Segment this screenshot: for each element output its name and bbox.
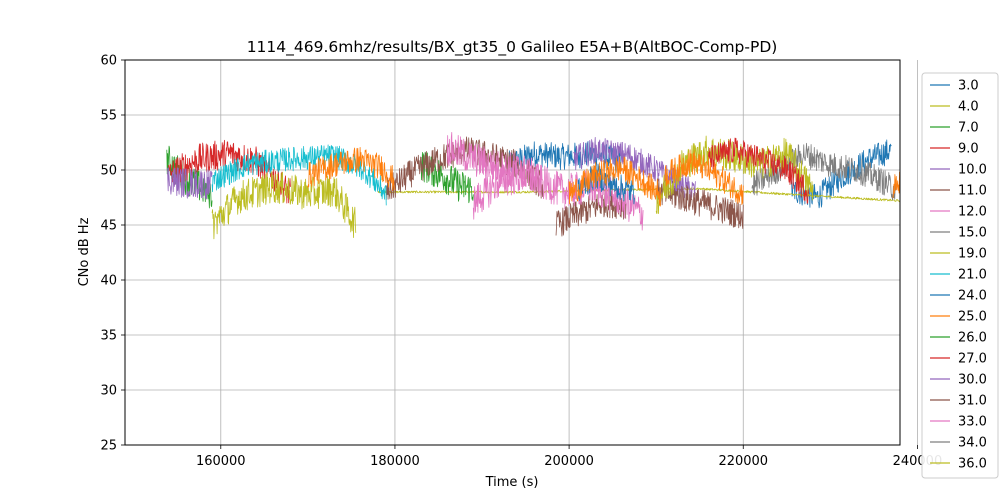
legend-label: 26.0 xyxy=(958,331,987,346)
legend-label: 27.0 xyxy=(958,352,987,367)
legend-label: 3.0 xyxy=(958,79,979,94)
y-tick-label: 30 xyxy=(100,384,117,399)
legend-label: 4.0 xyxy=(958,100,979,115)
y-tick-label: 60 xyxy=(100,54,117,69)
series-line-25-0 xyxy=(892,171,901,199)
legend-label: 10.0 xyxy=(958,163,987,178)
series-line-25-0 xyxy=(307,147,396,192)
legend: 3.0 4.0 7.0 9.0 10.0 11.0 12.0 15.0 19.0 21.0 24.0… xyxy=(921,72,999,479)
y-tick-label: 40 xyxy=(100,274,117,289)
legend-label: 21.0 xyxy=(958,268,987,283)
series-line-30-0 xyxy=(166,167,213,200)
legend-label: 9.0 xyxy=(958,142,979,157)
x-tick-label: 200000 xyxy=(544,454,594,469)
legend-label: 12.0 xyxy=(958,205,987,220)
legend-label: 30.0 xyxy=(958,373,987,388)
y-tick-label: 55 xyxy=(100,109,117,124)
series-line-12-0 xyxy=(472,159,566,220)
series-line-12-0 xyxy=(446,132,540,194)
series-line-19-0 xyxy=(211,171,357,240)
series-line-25-0 xyxy=(664,149,744,206)
series-line-10-0 xyxy=(573,137,696,202)
x-axis-label: Time (s) xyxy=(485,475,539,490)
x-axis-ticks: 160000 180000 200000 220000 240000 xyxy=(196,445,942,469)
series-line-27-0 xyxy=(708,137,809,204)
legend-label: 7.0 xyxy=(958,121,979,136)
series-line-25-0 xyxy=(568,156,661,207)
legend-label: 31.0 xyxy=(958,394,987,409)
legend-label: 11.0 xyxy=(958,184,987,199)
plot-area-frame xyxy=(124,59,901,446)
legend-label: 25.0 xyxy=(958,310,987,325)
legend-box xyxy=(921,72,999,479)
y-tick-label: 45 xyxy=(100,219,117,234)
x-tick-label: 160000 xyxy=(196,454,246,469)
series-line-15-0 xyxy=(751,142,897,201)
legend-label: 15.0 xyxy=(958,226,987,241)
y-axis-ticks: 25 30 35 40 45 50 55 60 xyxy=(100,54,125,454)
x-tick-label: 220000 xyxy=(718,454,768,469)
series-layer xyxy=(166,132,901,240)
legend-label: 33.0 xyxy=(958,415,987,430)
y-tick-label: 50 xyxy=(100,164,117,179)
y-tick-label: 35 xyxy=(100,329,117,344)
legend-label: 19.0 xyxy=(958,247,987,262)
y-tick-label: 25 xyxy=(100,439,117,454)
x-tick-label: 180000 xyxy=(370,454,420,469)
y-axis-label: CNo dB Hz xyxy=(77,217,92,286)
chart-title: 1114_469.6mhz/results/BX_gt35_0 Galileo … xyxy=(247,38,778,57)
legend-label: 34.0 xyxy=(958,436,987,451)
legend-label: 24.0 xyxy=(958,289,987,304)
legend-label: 36.0 xyxy=(958,457,987,472)
